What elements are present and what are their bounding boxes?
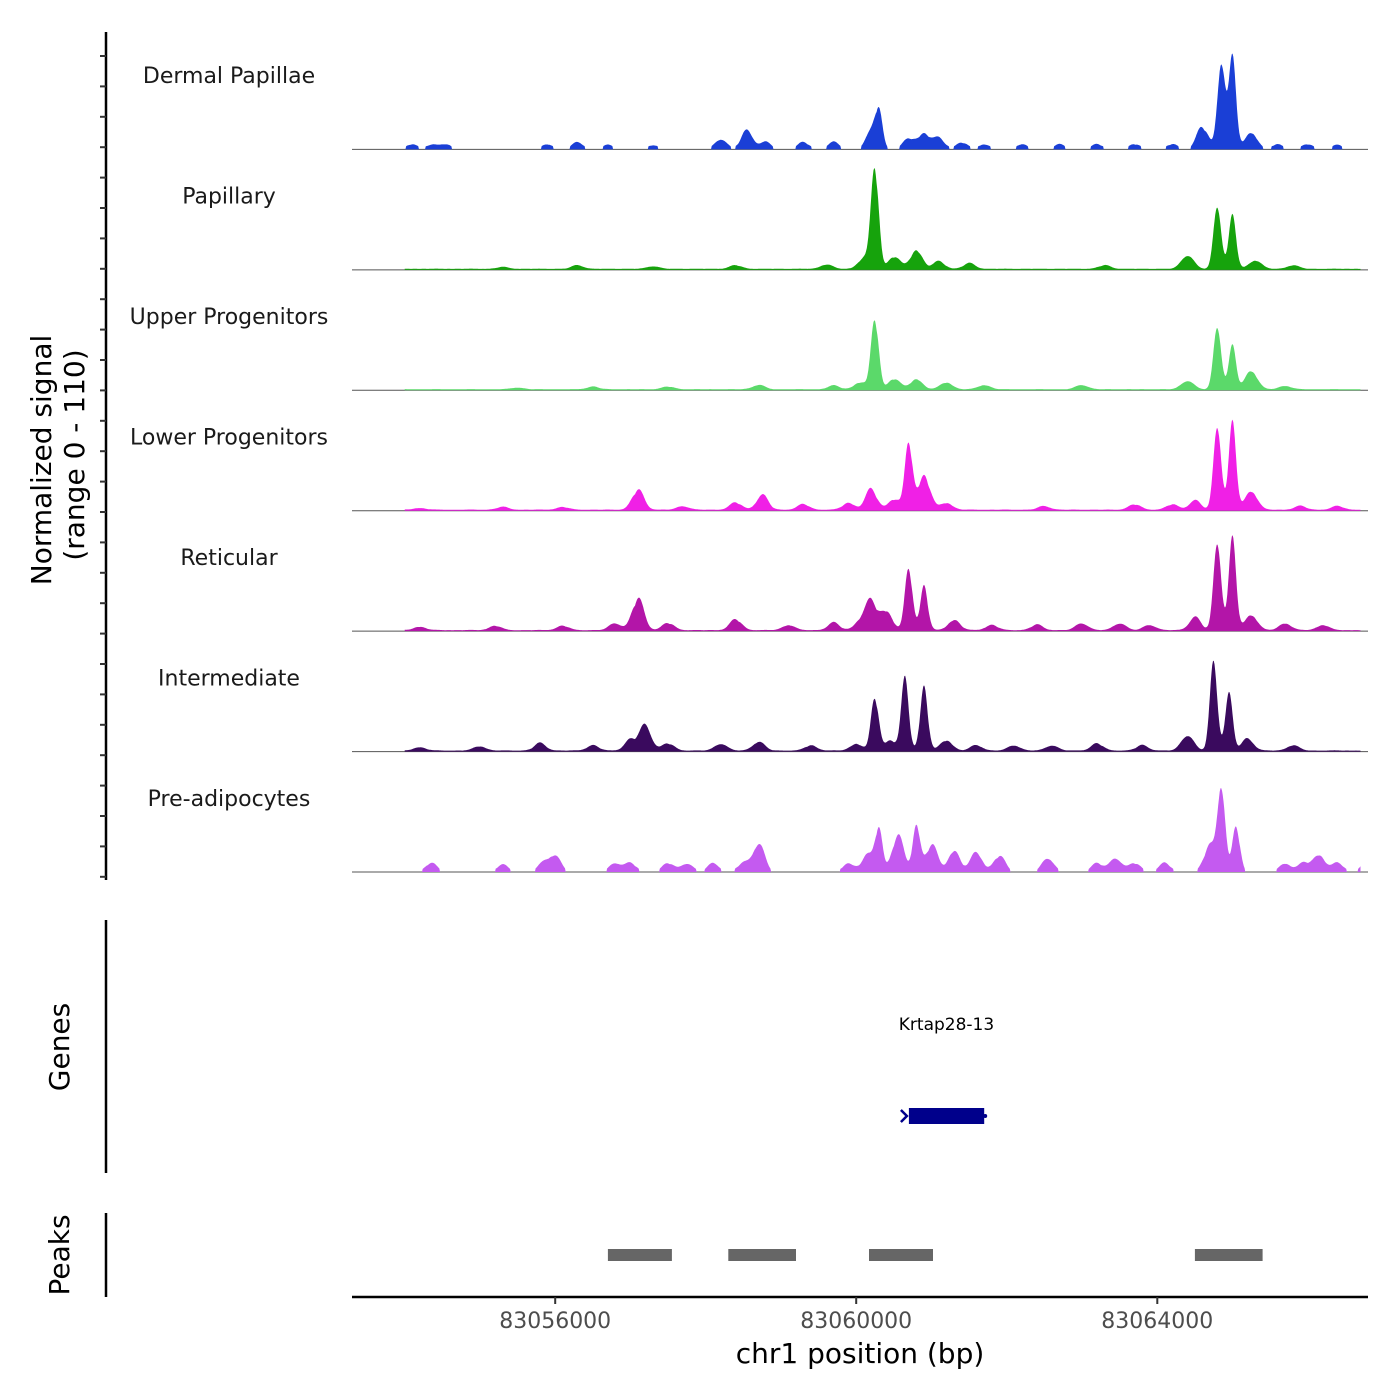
track-label: Papillary — [182, 185, 276, 210]
track-intermediate: Intermediate — [158, 660, 1368, 753]
peak-region — [607, 1249, 672, 1261]
track-lower-progenitors: Lower Progenitors — [130, 419, 1368, 512]
track-reticular: Reticular — [180, 535, 1368, 632]
signal-area — [404, 320, 1361, 391]
track-label: Dermal Papillae — [143, 64, 315, 89]
track-upper-progenitors: Upper Progenitors — [130, 305, 1368, 391]
gene-track: Krtap28-13 — [899, 1015, 994, 1124]
track-label: Reticular — [180, 546, 278, 571]
track-label: Upper Progenitors — [130, 305, 329, 330]
signal-tracks: Dermal Papillae Papillary Upper Progenitor… — [130, 53, 1368, 873]
track-dermal-papillae: Dermal Papillae — [143, 53, 1368, 150]
signal-axis-ticks — [100, 55, 106, 878]
y-axis-range: (range 0 - 110) — [58, 349, 91, 560]
track-label: Lower Progenitors — [130, 426, 328, 451]
gene-label: Krtap28-13 — [899, 1015, 994, 1035]
x-tick-label: 83060000 — [800, 1309, 912, 1334]
x-axis-title: chr1 position (bp) — [736, 1337, 985, 1370]
genes-panel-title: Genes — [43, 1003, 76, 1091]
peaks-panel-title: Peaks — [43, 1214, 76, 1295]
track-papillary: Papillary — [182, 167, 1368, 271]
x-tick-label: 83056000 — [499, 1309, 611, 1334]
track-pre-adipocytes: Pre-adipocytes — [148, 787, 1368, 873]
signal-area — [404, 167, 1361, 270]
x-tick-label: 83064000 — [1101, 1309, 1213, 1334]
signal-area — [404, 660, 1361, 752]
gene-krtap28-13: Krtap28-13 — [899, 1015, 994, 1124]
x-axis-ticks: 83056000 83060000 83064000 — [499, 1297, 1213, 1334]
y-axis-title: Normalized signal — [25, 335, 58, 586]
peak-region — [869, 1249, 933, 1261]
peak-region — [1194, 1249, 1263, 1261]
peak-track — [607, 1249, 1263, 1261]
peak-region — [728, 1249, 796, 1261]
signal-area — [404, 53, 1361, 150]
gene-body — [908, 1108, 985, 1124]
track-label: Intermediate — [158, 666, 300, 691]
track-label: Pre-adipocytes — [148, 787, 311, 812]
gene-end-marker — [983, 1114, 988, 1118]
signal-area — [404, 788, 1361, 872]
gene-strand-arrow — [900, 1109, 909, 1123]
signal-area — [404, 535, 1361, 632]
signal-area — [404, 419, 1361, 511]
